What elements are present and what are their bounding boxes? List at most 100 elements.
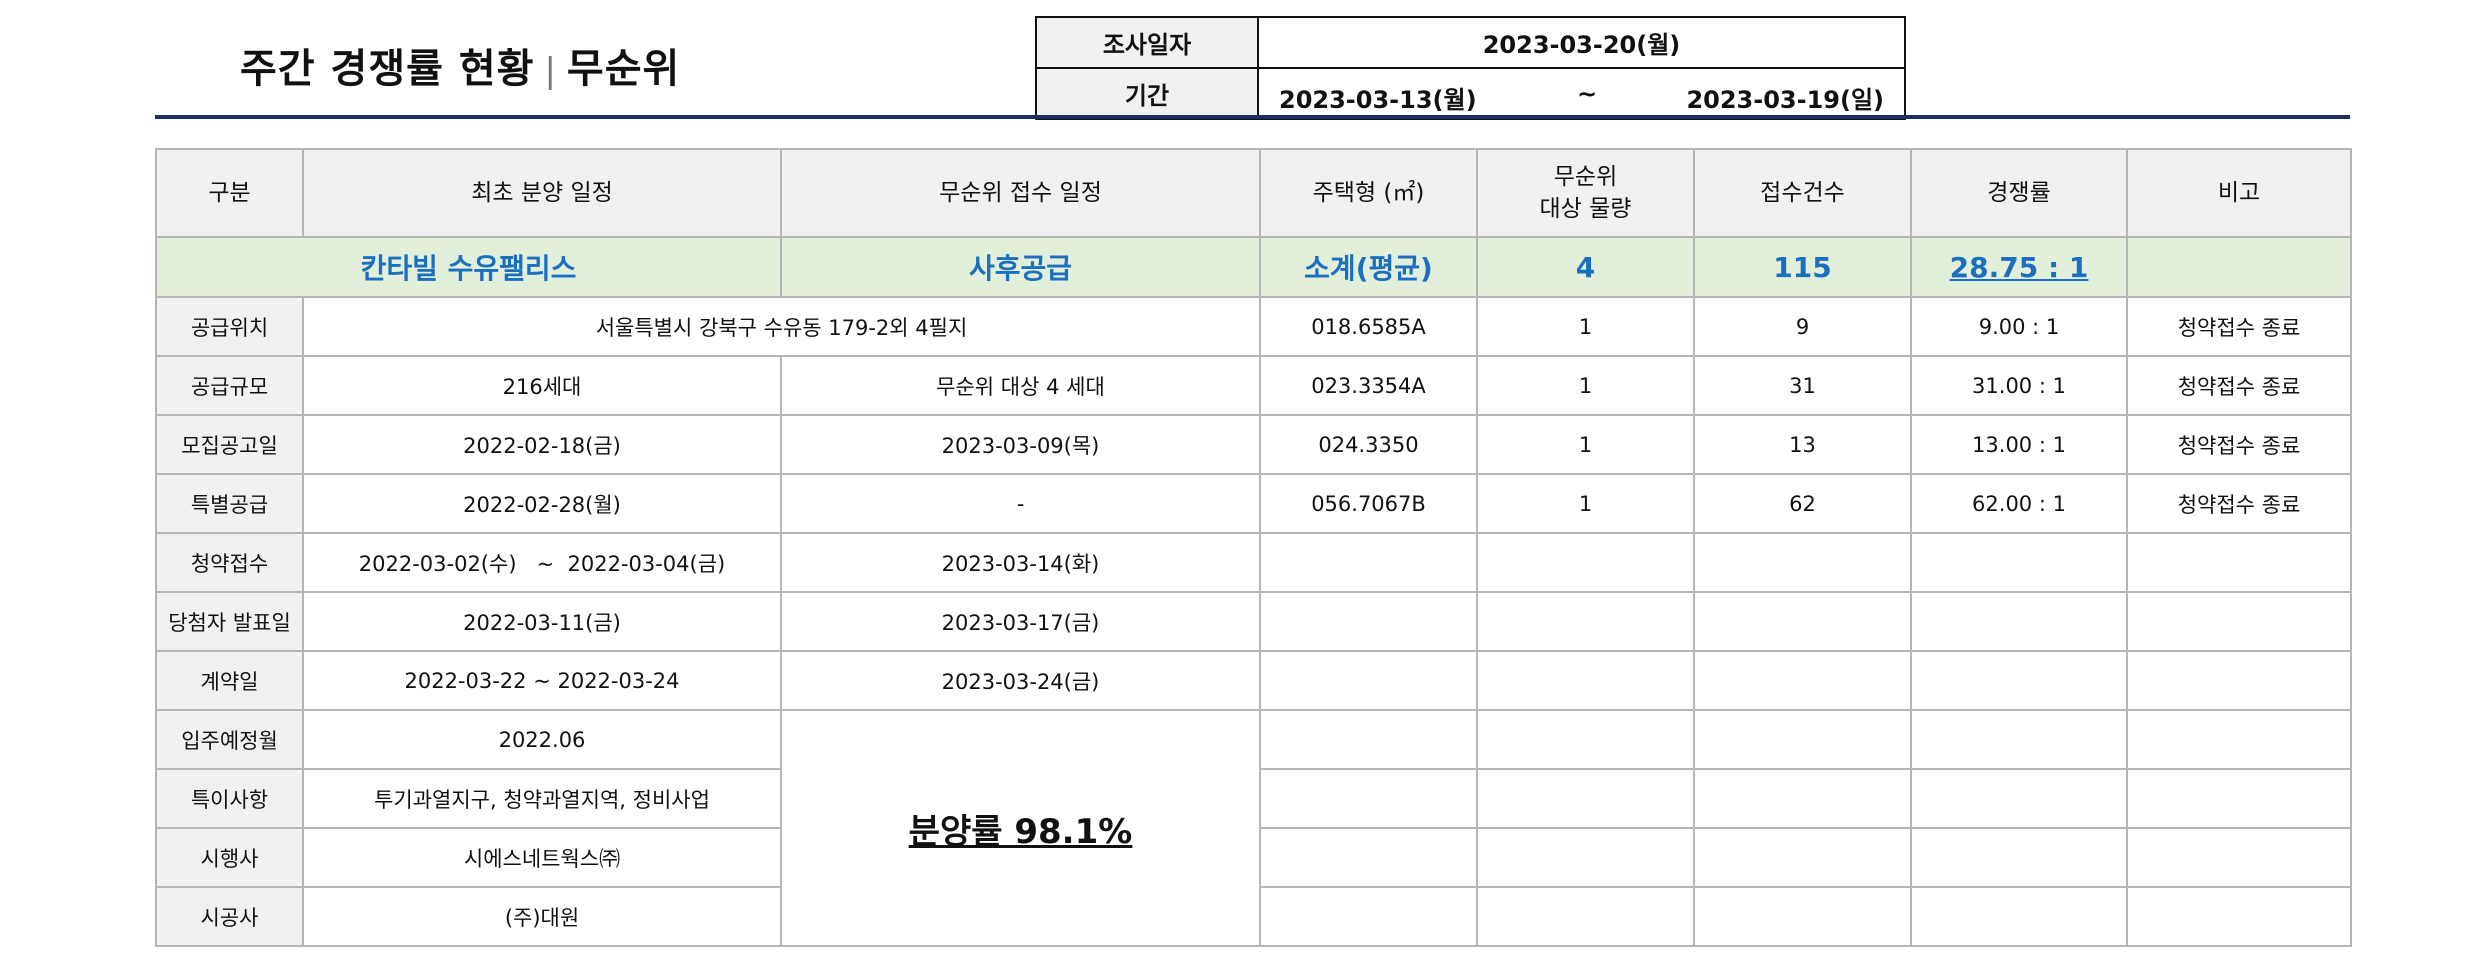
average-rate: 28.75 : 1 (1910, 236, 2128, 298)
table-row: 시행사 시에스네트웍스㈜ (155, 827, 2352, 888)
table-row: 당첨자 발표일 2022-03-11(금) 2023-03-17(금) (155, 591, 2352, 652)
title-separator: | (544, 51, 557, 91)
rate-cell: 9.00 : 1 (1910, 296, 2128, 357)
table-row: 특이사항 투기과열지구, 청약과열지역, 정비사업 (155, 768, 2352, 829)
type-cell: 018.6585A (1259, 296, 1478, 357)
table-row: 모집공고일 2022-02-18(금) 2023-03-09(목) 024.33… (155, 414, 2352, 475)
table-row: 공급위치 서울특별시 강북구 수유동 179-2외 4필지 018.6585A … (155, 296, 2352, 357)
row-label: 입주예정월 (155, 709, 304, 770)
survey-date-label: 조사일자 (1035, 16, 1259, 69)
empty-cell (2126, 650, 2352, 711)
initial-cell: 2022-03-02(수) ~ 2022-03-04(금) (302, 532, 782, 593)
competition-table: 구분 최초 분양 일정 무순위 접수 일정 주택형 (㎡) 무순위 대상 물량 … (155, 148, 2352, 947)
qty-cell: 1 (1476, 473, 1695, 534)
empty-cell (1910, 827, 2128, 888)
empty-cell (1476, 532, 1695, 593)
qty-cell: 1 (1476, 355, 1695, 416)
empty-cell (1693, 886, 1912, 947)
empty-cell (2126, 709, 2352, 770)
empty-cell (1693, 591, 1912, 652)
table-row: 시공사 (주)대원 (155, 886, 2352, 947)
empty-cell (1910, 650, 2128, 711)
table-row: 공급규모 216세대 무순위 대상 4 세대 023.3354A 1 31 31… (155, 355, 2352, 416)
empty-cell (1910, 532, 2128, 593)
period-label: 기간 (1035, 67, 1259, 120)
row-label: 시공사 (155, 886, 304, 947)
row-label: 특이사항 (155, 768, 304, 829)
empty-cell (1693, 768, 1912, 829)
apps-cell: 9 (1693, 296, 1912, 357)
qty-cell: 1 (1476, 414, 1695, 475)
unranked-cell: 2023-03-14(화) (780, 532, 1261, 593)
rate-cell: 31.00 : 1 (1910, 355, 2128, 416)
row-label: 모집공고일 (155, 414, 304, 475)
period-value: 2023-03-13(월) ~ 2023-03-19(일) (1257, 67, 1906, 120)
row-label: 공급위치 (155, 296, 304, 357)
unranked-cell: 2023-03-24(금) (780, 650, 1261, 711)
empty-cell (1259, 591, 1478, 652)
sale-rate: 분양률 98.1% (780, 709, 1261, 947)
row-label: 시행사 (155, 827, 304, 888)
rate-cell: 13.00 : 1 (1910, 414, 2128, 475)
supply-type: 사후공급 (780, 236, 1261, 298)
empty-cell (1259, 709, 1478, 770)
row-label: 특별공급 (155, 473, 304, 534)
empty-cell (1259, 886, 1478, 947)
table-header-row: 구분 최초 분양 일정 무순위 접수 일정 주택형 (㎡) 무순위 대상 물량 … (155, 148, 2352, 238)
table-row: 청약접수 2022-03-02(수) ~ 2022-03-04(금) 2023-… (155, 532, 2352, 593)
page-title: 주간 경쟁률 현황 | 무순위 (240, 36, 680, 94)
empty-cell (1476, 650, 1695, 711)
subtotal-label: 소계(평균) (1259, 236, 1478, 298)
table-row: 입주예정월 2022.06 분양률 98.1% (155, 709, 2352, 947)
empty-cell (2126, 827, 2352, 888)
header-category: 구분 (155, 148, 304, 238)
apps-cell: 31 (1693, 355, 1912, 416)
empty-cell (2126, 532, 2352, 593)
unranked-cell: - (780, 473, 1261, 534)
total-qty: 4 (1476, 236, 1695, 298)
total-applications: 115 (1693, 236, 1912, 298)
initial-cell: 2022-03-22 ~ 2022-03-24 (302, 650, 782, 711)
rate-cell: 62.00 : 1 (1910, 473, 2128, 534)
survey-date-value: 2023-03-20(월) (1257, 16, 1906, 69)
empty-cell (1259, 827, 1478, 888)
header-unranked-schedule: 무순위 접수 일정 (780, 148, 1261, 238)
empty-cell (1910, 886, 2128, 947)
title-sub: 무순위 (566, 46, 681, 92)
initial-cell: 서울특별시 강북구 수유동 179-2외 4필지 (302, 296, 1261, 357)
empty-cell (1476, 768, 1695, 829)
remark-cell: 청약접수 종료 (2126, 296, 2352, 357)
table-row: 계약일 2022-03-22 ~ 2022-03-24 2023-03-24(금… (155, 650, 2352, 711)
empty-cell (1910, 768, 2128, 829)
empty-cell (1259, 650, 1478, 711)
remark-cell: 청약접수 종료 (2126, 473, 2352, 534)
row-label: 공급규모 (155, 355, 304, 416)
empty-cell (2126, 768, 2352, 829)
empty-cell (1693, 709, 1912, 770)
empty-cell (1259, 768, 1478, 829)
period-start: 2023-03-13(월) (1279, 86, 1477, 114)
summary-remark (2126, 236, 2352, 298)
header-remarks: 비고 (2126, 148, 2352, 238)
table-row: 특별공급 2022-02-28(월) - 056.7067B 1 62 62.0… (155, 473, 2352, 534)
initial-cell: 시에스네트웍스㈜ (302, 827, 782, 888)
remark-cell: 청약접수 종료 (2126, 414, 2352, 475)
empty-cell (1476, 827, 1695, 888)
period-tilde: ~ (1577, 80, 1598, 108)
empty-cell (1476, 591, 1695, 652)
empty-cell (1910, 709, 2128, 770)
unranked-cell: 2023-03-09(목) (780, 414, 1261, 475)
header-competition: 경쟁률 (1910, 148, 2128, 238)
empty-cell (1693, 650, 1912, 711)
row-label: 청약접수 (155, 532, 304, 593)
initial-cell: 2022-02-18(금) (302, 414, 782, 475)
complex-name: 칸타빌 수유팰리스 (155, 236, 782, 298)
header-target-qty: 무순위 대상 물량 (1476, 148, 1695, 238)
empty-cell (1259, 532, 1478, 593)
empty-cell (1476, 886, 1695, 947)
apps-cell: 13 (1693, 414, 1912, 475)
qty-cell: 1 (1476, 296, 1695, 357)
initial-cell: 투기과열지구, 청약과열지역, 정비사업 (302, 768, 782, 829)
remark-cell: 청약접수 종료 (2126, 355, 2352, 416)
survey-info-table: 조사일자 2023-03-20(월) 기간 2023-03-13(월) ~ 20… (1035, 16, 1906, 120)
